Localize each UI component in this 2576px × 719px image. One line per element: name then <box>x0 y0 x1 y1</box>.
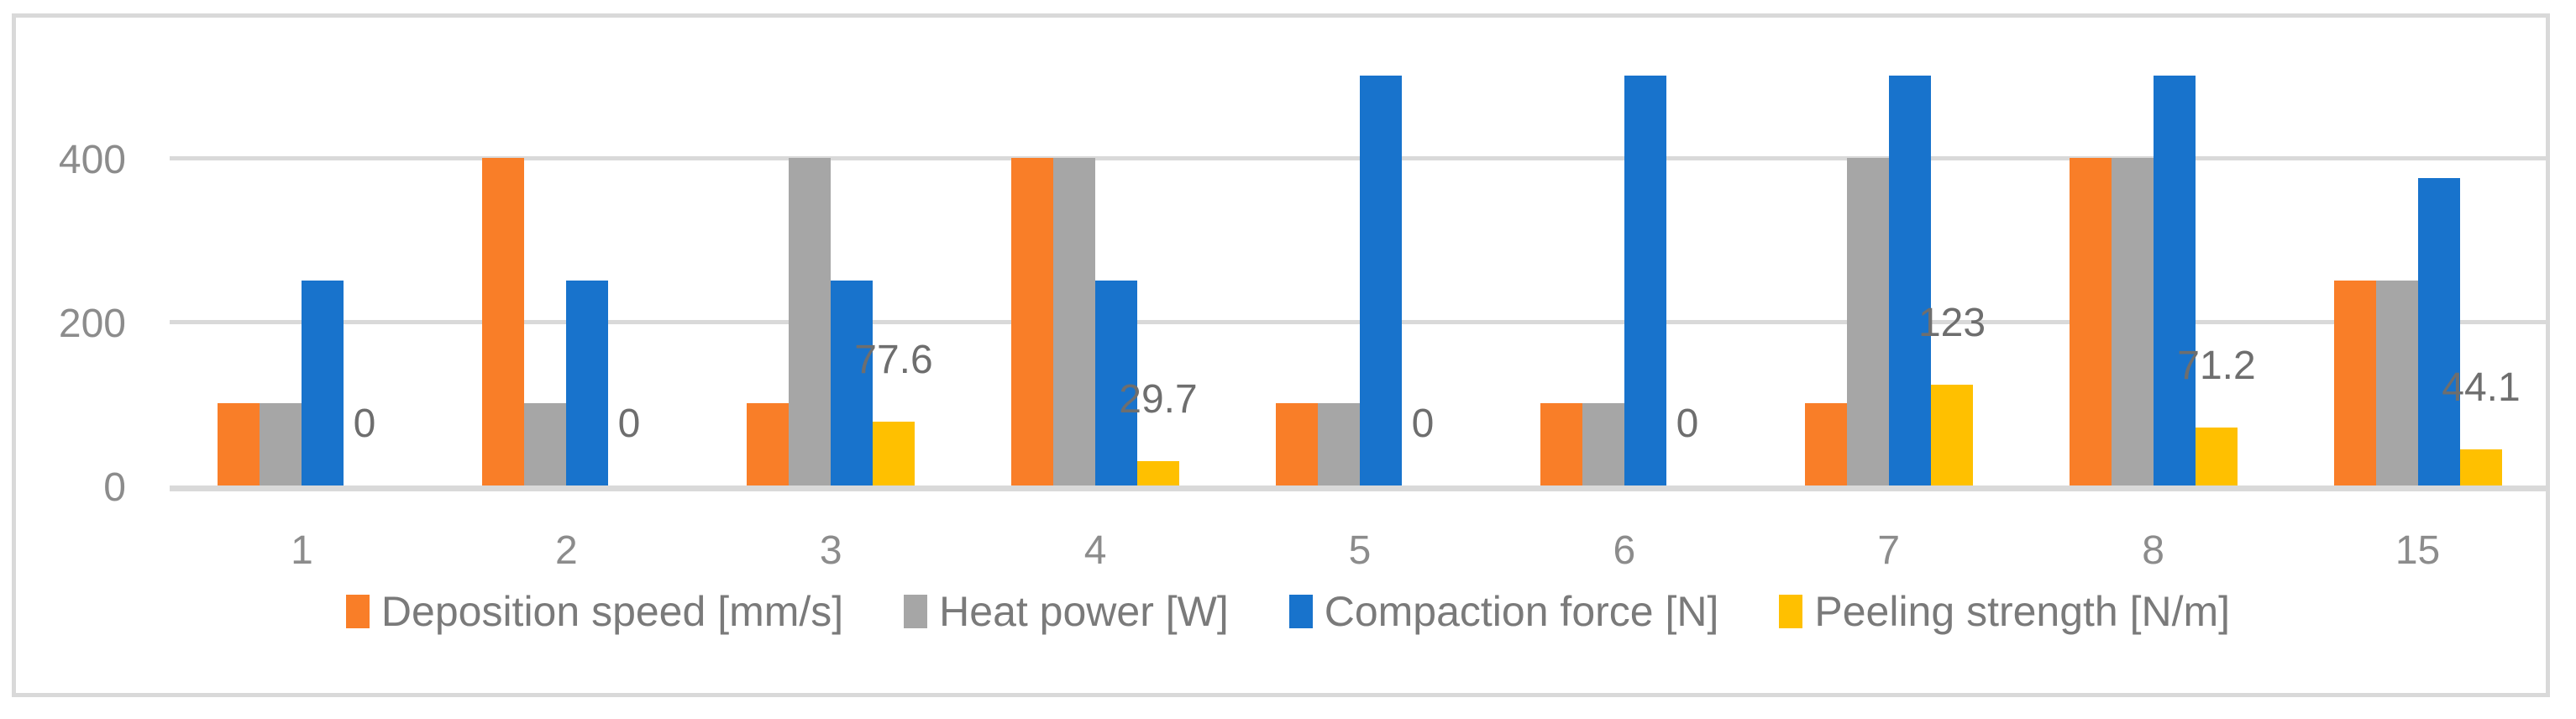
y-tick-label: 400 <box>58 138 126 182</box>
legend-item: Heat power [W] <box>904 587 1229 636</box>
bar <box>831 281 873 485</box>
x-tick-label: 1 <box>291 528 313 573</box>
x-tick-label: 8 <box>2142 528 2164 573</box>
data-label: 44.1 <box>2442 365 2521 410</box>
bar <box>1095 281 1137 485</box>
y-tick-label: 0 <box>103 465 126 510</box>
legend-swatch-icon <box>904 595 928 628</box>
x-tick-label: 5 <box>1348 528 1372 573</box>
legend-item: Compaction force [N] <box>1288 587 1719 636</box>
bar <box>1360 76 1402 485</box>
bar <box>2460 449 2502 485</box>
bar <box>1847 158 1889 485</box>
bar <box>1624 76 1666 485</box>
data-label: 0 <box>1411 401 1435 446</box>
x-tick-label: 7 <box>1877 528 1901 573</box>
data-label: 29.7 <box>1119 377 1198 422</box>
bar <box>218 403 260 485</box>
bar <box>2196 428 2238 485</box>
data-label: 77.6 <box>854 338 933 382</box>
bar <box>1889 76 1931 485</box>
legend-swatch-icon <box>1288 595 1313 628</box>
legend-item: Deposition speed [mm/s] <box>345 587 844 636</box>
bar <box>1805 403 1847 485</box>
bar <box>566 281 608 485</box>
x-tick-label: 2 <box>554 528 578 573</box>
bar <box>1540 403 1582 485</box>
bar <box>2418 178 2460 485</box>
bar <box>2112 158 2154 485</box>
bar <box>1053 158 1095 485</box>
bar <box>1137 461 1179 485</box>
bar <box>2376 281 2418 485</box>
legend-label: Peeling strength [N/m] <box>1814 588 2231 635</box>
bar <box>1318 403 1360 485</box>
legend-label: Compaction force [N] <box>1324 588 1719 635</box>
data-label: 71.2 <box>2177 344 2256 388</box>
legend-swatch-icon <box>345 595 370 628</box>
bar <box>260 403 302 485</box>
bar <box>302 281 344 485</box>
bar <box>1931 385 1973 485</box>
bar <box>482 158 524 485</box>
bar <box>1011 158 1053 485</box>
chart-legend: Deposition speed [mm/s] Heat power [W] Com… <box>0 587 2576 636</box>
bar <box>1276 403 1318 485</box>
data-label: 0 <box>617 401 641 446</box>
bar <box>747 403 789 485</box>
legend-label: Heat power [W] <box>939 588 1229 635</box>
x-axis-line <box>170 485 2550 491</box>
x-tick-label: 4 <box>1083 528 1107 573</box>
y-tick-label: 200 <box>58 302 126 346</box>
data-label: 0 <box>353 401 376 446</box>
bar <box>1582 403 1624 485</box>
bar <box>789 158 831 485</box>
data-label: 0 <box>1676 401 1699 446</box>
bar <box>2154 76 2196 485</box>
bar <box>524 403 566 485</box>
legend-label: Deposition speed [mm/s] <box>380 588 844 635</box>
x-tick-label: 6 <box>1613 528 1636 573</box>
x-tick-label: 15 <box>2395 528 2441 573</box>
x-tick-label: 3 <box>819 528 842 573</box>
legend-swatch-icon <box>1779 595 1803 628</box>
bar <box>2334 281 2376 485</box>
data-label: 123 <box>1918 301 1986 345</box>
bar <box>2070 158 2112 485</box>
legend-item: Peeling strength [N/m] <box>1779 587 2230 636</box>
bar <box>873 422 915 485</box>
